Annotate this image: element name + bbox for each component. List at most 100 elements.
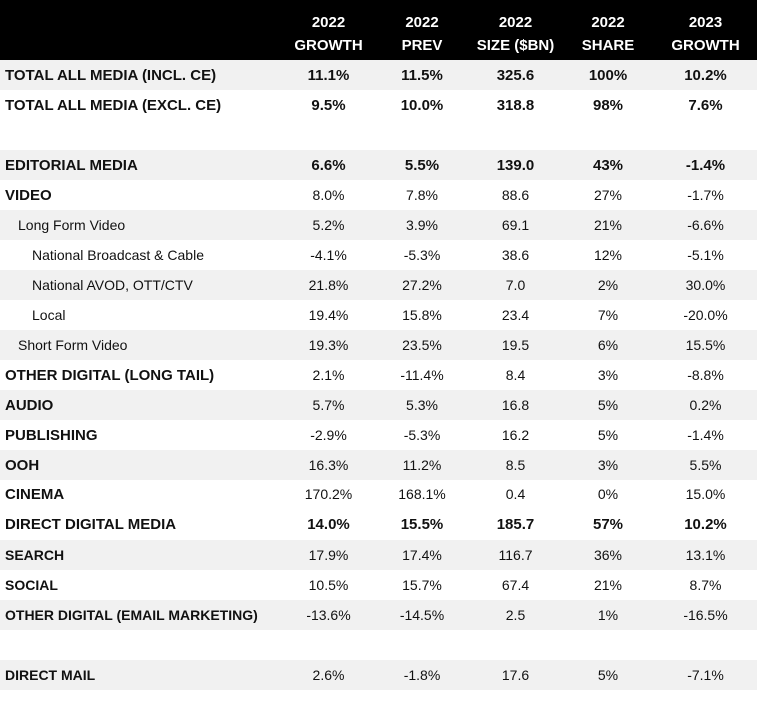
- cell-2022-share: 2%: [562, 270, 654, 300]
- cell-2022-size: 8.5: [469, 450, 562, 480]
- row-label: OTHER DIGITAL (EMAIL MARKETING): [0, 600, 282, 630]
- table-row: SOCIAL 10.5% 15.7% 67.4 21% 8.7%: [0, 570, 757, 600]
- table-row: EDITORIAL MEDIA 6.6% 5.5% 139.0 43% -1.4…: [0, 150, 757, 180]
- cell-2022-size: 38.6: [501, 247, 530, 263]
- cell-2022-share: 3%: [597, 367, 619, 383]
- cell-2023-growth: 15.0%: [685, 486, 726, 502]
- cell-2022-prev: 15.7%: [402, 577, 442, 593]
- cell-2023-growth: 0.2%: [654, 390, 757, 420]
- header-metric-cell: SHARE: [581, 37, 635, 54]
- table-row: OTHER DIGITAL (LONG TAIL) 2.1% -11.4% 8.…: [0, 360, 757, 390]
- header-year-cell: 2022: [498, 14, 533, 31]
- header-metric-cell: PREV: [401, 37, 443, 54]
- cell-2023-growth: 15.5%: [654, 330, 757, 360]
- row-label: National Broadcast & Cable: [32, 247, 204, 263]
- cell-2022-growth: 10.5%: [308, 577, 349, 593]
- cell-2022-size: 16.2: [501, 427, 530, 443]
- row-label: PUBLISHING: [5, 426, 98, 444]
- cell-2023-growth: -16.5%: [654, 600, 757, 630]
- cell-2022-prev: 11.2%: [375, 450, 469, 480]
- cell-2022-prev: -14.5%: [375, 600, 469, 630]
- cell-2022-size: 2.5: [469, 600, 562, 630]
- cell-2022-growth: -4.1%: [310, 247, 347, 263]
- cell-2022-size: 16.8: [469, 390, 562, 420]
- table-row: AUDIO 5.7% 5.3% 16.8 5% 0.2%: [0, 390, 757, 420]
- cell-2022-size: 0.4: [505, 486, 526, 502]
- table-row: OOH 16.3% 11.2% 8.5 3% 5.5%: [0, 450, 757, 480]
- cell-2022-growth: 5.7%: [282, 390, 375, 420]
- cell-2022-growth: 19.4%: [308, 307, 349, 323]
- spacer-row: [0, 120, 757, 150]
- cell-2022-share: 3%: [562, 450, 654, 480]
- cell-2022-share: 36%: [562, 540, 654, 570]
- cell-2022-size: 139.0: [469, 150, 562, 180]
- spacer-row: [0, 630, 757, 660]
- header-row-metric: GROWTH PREV SIZE ($BN) SHARE GROWTH: [0, 31, 757, 60]
- cell-2023-growth: -1.4%: [654, 150, 757, 180]
- cell-2022-growth: 6.6%: [282, 150, 375, 180]
- row-label: DIRECT DIGITAL MEDIA: [5, 515, 177, 533]
- row-label: TOTAL ALL MEDIA (INCL. CE): [0, 60, 282, 90]
- cell-2023-growth: -7.1%: [654, 660, 757, 690]
- cell-2022-share: 98%: [592, 96, 624, 114]
- cell-2022-growth: 2.1%: [312, 367, 345, 383]
- cell-2023-growth: -5.1%: [687, 247, 724, 263]
- row-label: EDITORIAL MEDIA: [0, 150, 282, 180]
- cell-2022-growth: -13.6%: [282, 600, 375, 630]
- cell-2022-growth: 17.9%: [282, 540, 375, 570]
- header-metric-cell: SIZE ($BN): [476, 37, 555, 54]
- cell-2022-size: 88.6: [501, 187, 530, 203]
- header-year-cell: 2022: [405, 14, 439, 31]
- cell-2023-growth: 10.2%: [684, 515, 727, 533]
- cell-2022-size: 69.1: [469, 210, 562, 240]
- cell-2023-growth: 10.2%: [654, 60, 757, 90]
- cell-2022-share: 1%: [562, 600, 654, 630]
- header-year-cell: 2022: [311, 14, 346, 31]
- table-row: National Broadcast & Cable -4.1% -5.3% 3…: [0, 240, 757, 270]
- cell-2022-prev: 23.5%: [375, 330, 469, 360]
- cell-2022-growth: 11.1%: [282, 60, 375, 90]
- cell-2023-growth: -1.7%: [687, 187, 724, 203]
- header-metric-cell: GROWTH: [671, 37, 740, 54]
- row-label: Short Form Video: [0, 330, 282, 360]
- row-label: VIDEO: [5, 186, 52, 204]
- cell-2023-growth: 7.6%: [688, 96, 723, 114]
- cell-2022-prev: -5.3%: [403, 427, 441, 443]
- table-row: PUBLISHING -2.9% -5.3% 16.2 5% -1.4%: [0, 420, 757, 450]
- table-row: TOTAL ALL MEDIA (EXCL. CE) 9.5% 10.0% 31…: [0, 90, 757, 120]
- cell-2023-growth: -8.8%: [687, 367, 724, 383]
- row-label: OOH: [0, 450, 282, 480]
- cell-2023-growth: -1.4%: [687, 427, 724, 443]
- cell-2022-size: 19.5: [469, 330, 562, 360]
- table-row: OTHER DIGITAL (EMAIL MARKETING) -13.6% -…: [0, 600, 757, 630]
- cell-2022-prev: 5.5%: [375, 150, 469, 180]
- cell-2022-share: 0%: [597, 486, 619, 502]
- cell-2022-growth: -2.9%: [310, 427, 347, 443]
- cell-2022-share: 57%: [592, 515, 624, 533]
- header-blank: [0, 31, 282, 60]
- cell-2023-growth: 8.7%: [689, 577, 722, 593]
- cell-2022-share: 43%: [562, 150, 654, 180]
- cell-2022-growth: 2.6%: [282, 660, 375, 690]
- table-row: Long Form Video 5.2% 3.9% 69.1 21% -6.6%: [0, 210, 757, 240]
- cell-2022-prev: -1.8%: [375, 660, 469, 690]
- cell-2022-growth: 16.3%: [282, 450, 375, 480]
- cell-2022-share: 7%: [597, 307, 619, 323]
- table-row: Local 19.4% 15.8% 23.4 7% -20.0%: [0, 300, 757, 330]
- row-label: SEARCH: [0, 540, 282, 570]
- row-label: TOTAL ALL MEDIA (EXCL. CE): [5, 96, 222, 114]
- cell-2022-size: 8.4: [505, 367, 526, 383]
- row-label: CINEMA: [5, 485, 65, 503]
- table-row: DIRECT DIGITAL MEDIA 14.0% 15.5% 185.7 5…: [0, 508, 757, 540]
- cell-2022-share: 5%: [562, 390, 654, 420]
- row-label: Local: [32, 307, 66, 323]
- row-label: DIRECT MAIL: [0, 660, 282, 690]
- cell-2022-size: 116.7: [469, 540, 562, 570]
- table-row: TOTAL ALL MEDIA (INCL. CE) 11.1% 11.5% 3…: [0, 60, 757, 90]
- cell-2022-prev: 15.5%: [400, 515, 444, 533]
- cell-2022-growth: 14.0%: [307, 515, 350, 533]
- cell-2022-share: 5%: [562, 660, 654, 690]
- table-header: 2022 2022 2022 2022 2023 GROWTH PREV SIZ…: [0, 0, 757, 60]
- cell-2022-prev: -11.4%: [400, 367, 444, 383]
- cell-2022-growth: 21.8%: [282, 270, 375, 300]
